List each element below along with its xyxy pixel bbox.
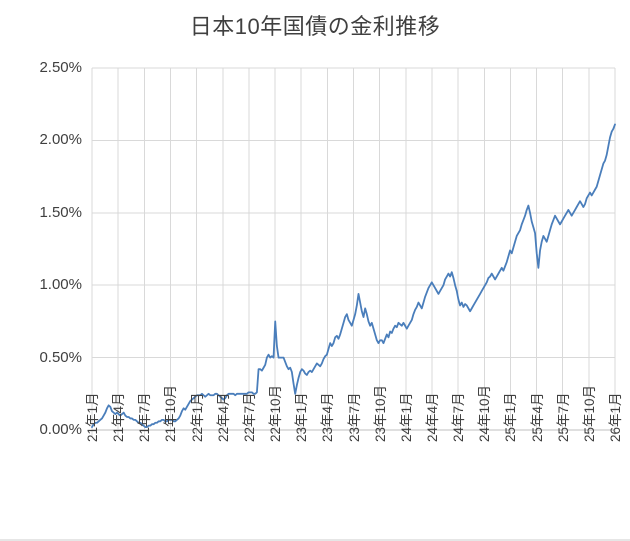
x-axis-tick-label: 23年4月 — [320, 392, 336, 442]
x-axis-tick-label: 25年10月 — [581, 384, 597, 442]
x-axis-tick-label: 24年4月 — [424, 392, 440, 442]
x-axis-tick-label: 22年1月 — [189, 392, 205, 442]
x-axis-tick-label: 23年1月 — [294, 392, 310, 442]
x-axis-tick-label: 22年4月 — [215, 392, 231, 442]
x-axis-tick-label: 23年10月 — [372, 384, 388, 442]
y-axis-tick-label: 0.50% — [39, 348, 82, 366]
y-axis-tick-label: 2.50% — [39, 59, 82, 76]
x-axis-tick-label: 25年1月 — [503, 392, 519, 442]
y-axis-tick-label: 1.50% — [39, 203, 82, 221]
x-axis-tick-label: 22年7月 — [241, 392, 257, 442]
x-axis-tick-label: 21年4月 — [111, 392, 127, 442]
chart-title: 日本10年国債の金利推移 — [189, 14, 441, 39]
x-axis-tick-label: 23年7月 — [346, 392, 362, 442]
x-axis-tick-label: 21年1月 — [85, 392, 100, 442]
x-axis-tick-label: 24年10月 — [477, 384, 493, 442]
y-axis-tick-label: 0.00% — [39, 421, 82, 438]
bottom-divider — [0, 539, 630, 541]
gridlines — [91, 67, 616, 436]
x-axis-tick-label: 26年1月 — [608, 392, 623, 442]
x-axis-tick-label: 25年4月 — [529, 392, 545, 442]
x-axis-tick-label: 21年7月 — [137, 392, 153, 442]
x-axis-tick-label: 21年10月 — [163, 384, 179, 442]
y-axis-tick-label: 2.00% — [39, 131, 82, 149]
line-series-jgb-10y — [91, 123, 616, 428]
x-axis-tick-label: 25年7月 — [555, 392, 571, 442]
x-axis-tick-label: 22年10月 — [268, 384, 284, 442]
x-axis-tick-label: 24年7月 — [451, 392, 467, 442]
y-axis-tick-label: 1.00% — [39, 276, 82, 294]
x-axis-tick-label: 24年1月 — [398, 392, 414, 442]
